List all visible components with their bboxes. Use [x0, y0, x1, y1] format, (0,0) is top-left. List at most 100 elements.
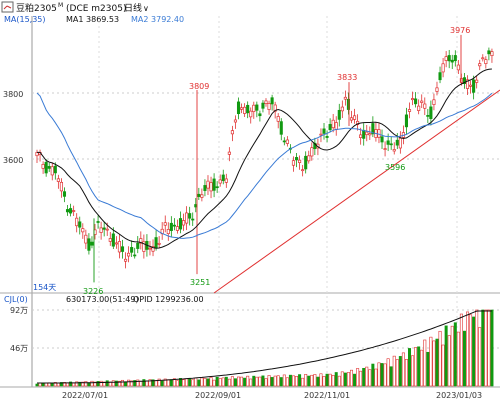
candlestick[interactable] [172, 218, 176, 231]
volume-bar[interactable] [221, 377, 225, 387]
volume-bar[interactable] [120, 379, 124, 387]
candlestick[interactable] [81, 223, 85, 239]
candlestick[interactable] [243, 103, 247, 118]
period-selector[interactable]: 日线 [124, 2, 142, 14]
volume-bar[interactable] [441, 344, 445, 387]
volume-bar[interactable] [288, 374, 292, 387]
candlestick[interactable] [108, 231, 112, 246]
trend-line[interactable] [213, 89, 500, 294]
volume-bar[interactable] [233, 378, 237, 387]
volume-bar[interactable] [246, 375, 250, 387]
volume-bar[interactable] [334, 372, 338, 387]
candlestick[interactable] [322, 123, 326, 140]
volume-bar[interactable] [328, 373, 332, 387]
candlestick[interactable] [447, 49, 451, 69]
volume-bar[interactable] [408, 348, 412, 387]
candlestick[interactable] [90, 236, 94, 249]
volume-bar[interactable] [285, 377, 289, 387]
candlestick[interactable] [233, 115, 238, 129]
volume-bar[interactable] [490, 309, 494, 387]
volume-bar[interactable] [475, 309, 479, 387]
candlestick[interactable] [127, 246, 131, 263]
candlestick[interactable] [444, 51, 448, 68]
candlestick[interactable] [328, 118, 332, 133]
volume-bar[interactable] [75, 381, 79, 387]
volume-bar[interactable] [252, 375, 256, 387]
volume-bar[interactable] [185, 378, 189, 387]
volume-bar[interactable] [160, 380, 164, 387]
candlestick[interactable] [69, 203, 73, 217]
candlestick[interactable] [481, 54, 485, 62]
candlestick[interactable] [224, 173, 228, 188]
volume-bar[interactable] [114, 380, 118, 387]
volume-bar[interactable] [237, 376, 241, 387]
volume-bar[interactable] [111, 380, 115, 387]
candlestick[interactable] [236, 97, 241, 120]
volume-bar[interactable] [374, 368, 378, 387]
volume-bar[interactable] [96, 381, 100, 387]
volume-bar[interactable] [438, 330, 442, 387]
candlestick[interactable] [383, 141, 387, 157]
candlestick[interactable] [407, 102, 412, 119]
candlestick[interactable] [301, 164, 305, 177]
volume-bar[interactable] [188, 378, 192, 387]
candlestick[interactable] [304, 151, 308, 174]
volume-bar[interactable] [304, 374, 308, 387]
candlestick[interactable] [120, 239, 125, 259]
volume-bar[interactable] [478, 327, 482, 387]
volume-bar[interactable] [203, 378, 207, 387]
candlestick[interactable] [469, 80, 473, 94]
volume-bar[interactable] [447, 335, 451, 387]
candlestick[interactable] [337, 103, 341, 127]
volume-bar[interactable] [56, 382, 60, 387]
candlestick[interactable] [298, 155, 302, 170]
opid-line[interactable] [37, 310, 492, 384]
volume-bar[interactable] [319, 373, 323, 387]
volume-bar[interactable] [179, 378, 183, 387]
candlestick[interactable] [249, 107, 253, 124]
volume-bar[interactable] [261, 375, 265, 387]
candlestick[interactable] [188, 206, 192, 226]
candlestick[interactable] [117, 234, 121, 259]
volume-bar[interactable] [316, 376, 320, 387]
candlestick[interactable] [404, 107, 409, 135]
candlestick[interactable] [72, 205, 76, 216]
volume-bar[interactable] [359, 370, 363, 387]
candlestick[interactable] [111, 227, 115, 250]
volume-bar[interactable] [230, 376, 234, 387]
candlestick[interactable] [44, 159, 48, 177]
volume-bar[interactable] [365, 366, 369, 387]
volume-bar[interactable] [331, 375, 335, 387]
volume-bar[interactable] [258, 376, 262, 387]
candlestick[interactable] [285, 136, 289, 147]
volume-bar[interactable] [420, 349, 424, 387]
volume-bar[interactable] [340, 371, 344, 387]
candlestick[interactable] [142, 234, 146, 259]
candlestick[interactable] [453, 50, 457, 67]
candlestick[interactable] [218, 174, 222, 187]
candlestick[interactable] [417, 99, 421, 115]
candlestick[interactable] [35, 149, 39, 163]
candlestick[interactable] [102, 221, 106, 237]
ma2-line[interactable] [36, 92, 493, 239]
candlestick[interactable] [182, 213, 186, 231]
candlestick[interactable] [75, 213, 79, 233]
volume-bar[interactable] [145, 380, 149, 387]
volume-bar[interactable] [307, 375, 311, 387]
candlestick[interactable] [377, 122, 381, 144]
candlestick[interactable] [307, 150, 311, 164]
candlestick[interactable] [310, 142, 314, 161]
volume-bar[interactable] [151, 379, 155, 387]
volume-bar[interactable] [466, 311, 470, 387]
volume-bar[interactable] [380, 363, 384, 387]
candlestick[interactable] [331, 113, 335, 133]
candlestick[interactable] [230, 125, 234, 142]
candlestick[interactable] [123, 252, 128, 269]
candlestick[interactable] [279, 118, 283, 141]
volume-bar[interactable] [249, 378, 253, 387]
volume-bar[interactable] [453, 322, 457, 387]
candlestick[interactable] [240, 103, 244, 114]
candlestick[interactable] [84, 229, 88, 249]
volume-bar[interactable] [325, 373, 329, 387]
volume-bar[interactable] [227, 378, 231, 387]
